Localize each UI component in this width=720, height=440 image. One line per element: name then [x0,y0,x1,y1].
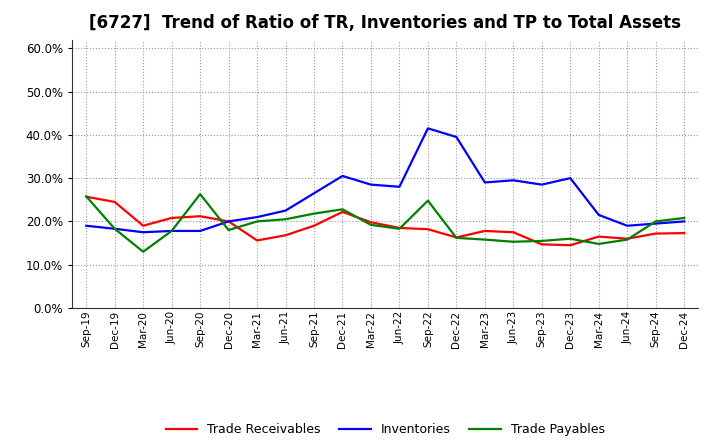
Trade Payables [623,237,631,242]
Trade Receivables [310,223,318,228]
Trade Receivables [225,219,233,224]
Trade Receivables [595,234,603,239]
Inventories [623,223,631,228]
Trade Payables [680,215,688,220]
Trade Receivables [566,242,575,248]
Trade Receivables [139,223,148,228]
Trade Receivables [680,231,688,236]
Trade Payables [652,219,660,224]
Inventories [167,228,176,234]
Inventories [452,134,461,139]
Trade Payables [196,191,204,197]
Trade Receivables [395,225,404,231]
Trade Receivables [253,238,261,243]
Trade Payables [225,227,233,233]
Inventories [537,182,546,187]
Inventories [509,178,518,183]
Trade Receivables [167,215,176,220]
Trade Payables [366,222,375,227]
Trade Payables [452,235,461,241]
Trade Payables [139,249,148,254]
Trade Payables [509,239,518,244]
Trade Receivables [82,194,91,199]
Trade Payables [167,228,176,234]
Inventories [652,221,660,226]
Inventories [566,176,575,181]
Title: [6727]  Trend of Ratio of TR, Inventories and TP to Total Assets: [6727] Trend of Ratio of TR, Inventories… [89,15,681,33]
Inventories [196,228,204,234]
Inventories [480,180,489,185]
Trade Payables [253,219,261,224]
Trade Payables [566,236,575,242]
Line: Inventories: Inventories [86,128,684,232]
Trade Receivables [480,228,489,234]
Trade Receivables [110,199,119,205]
Trade Payables [110,226,119,231]
Trade Receivables [196,213,204,219]
Inventories [282,208,290,213]
Trade Payables [338,207,347,212]
Trade Payables [395,226,404,231]
Inventories [139,230,148,235]
Trade Receivables [537,242,546,247]
Trade Payables [423,198,432,203]
Trade Receivables [423,227,432,232]
Inventories [110,226,119,231]
Trade Payables [282,216,290,222]
Line: Trade Payables: Trade Payables [86,194,684,252]
Inventories [423,126,432,131]
Line: Trade Receivables: Trade Receivables [86,197,684,245]
Trade Payables [537,238,546,244]
Inventories [338,173,347,179]
Trade Receivables [366,220,375,225]
Trade Payables [595,241,603,246]
Legend: Trade Receivables, Inventories, Trade Payables: Trade Receivables, Inventories, Trade Pa… [161,418,610,440]
Trade Payables [480,237,489,242]
Inventories [680,219,688,224]
Trade Receivables [623,236,631,242]
Trade Payables [310,211,318,216]
Trade Receivables [652,231,660,236]
Inventories [82,223,91,228]
Inventories [310,191,318,196]
Trade Receivables [452,235,461,240]
Inventories [225,219,233,224]
Trade Receivables [282,233,290,238]
Inventories [253,214,261,220]
Inventories [595,212,603,217]
Trade Receivables [509,230,518,235]
Inventories [366,182,375,187]
Trade Payables [82,194,91,199]
Inventories [395,184,404,190]
Trade Receivables [338,209,347,215]
